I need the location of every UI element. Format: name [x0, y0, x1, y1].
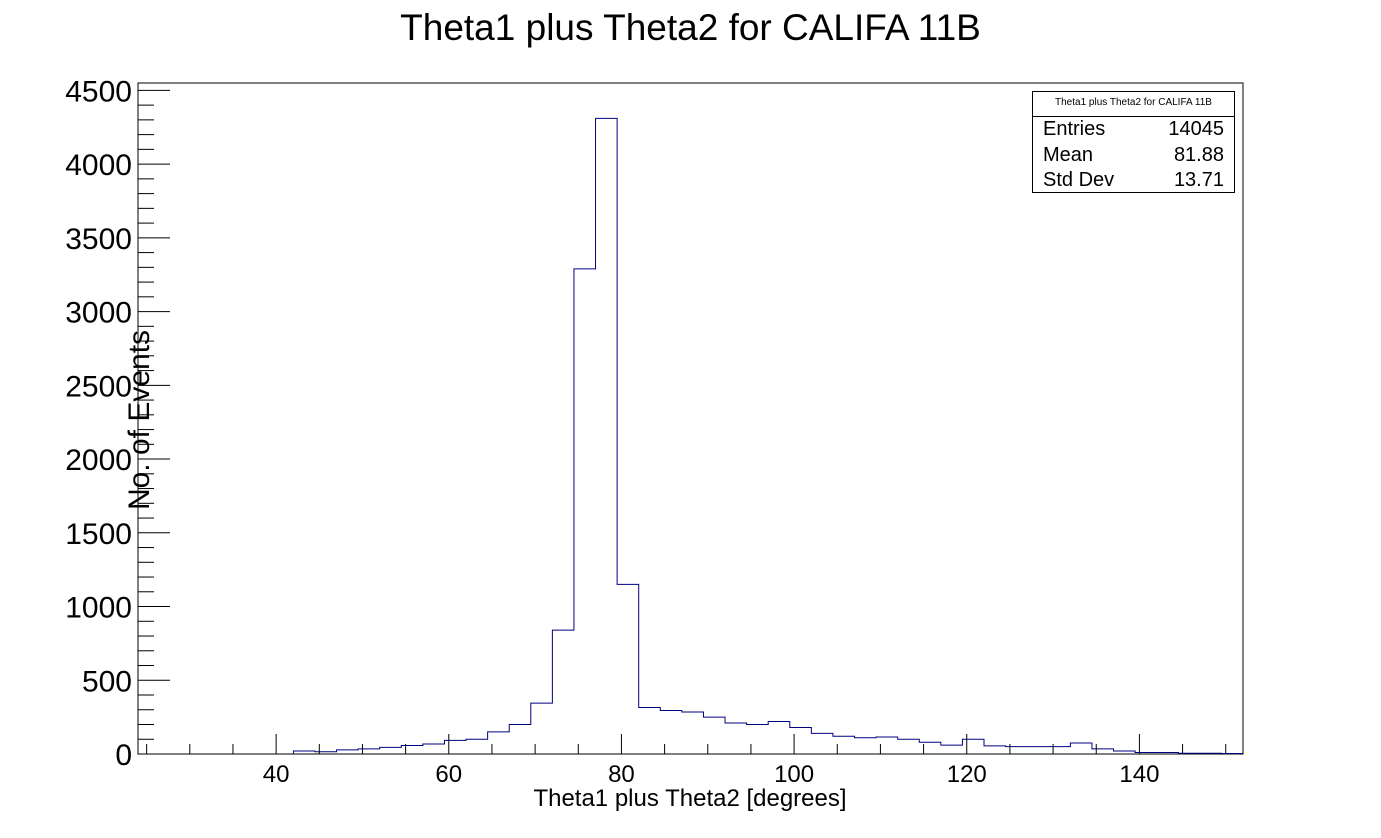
stats-row-std-dev: Std Dev 13.71 [1033, 168, 1234, 194]
histogram-bin [941, 745, 963, 754]
x-tick-label: 120 [947, 761, 987, 788]
y-tick-label: 0 [115, 739, 132, 772]
y-tick-label: 2500 [65, 370, 132, 403]
y-tick-label: 4000 [65, 149, 132, 182]
histogram-bin [444, 740, 466, 754]
x-tick-label: 80 [608, 761, 635, 788]
stats-box: Theta1 plus Theta2 for CALIFA 11B Entrie… [1032, 91, 1235, 193]
histogram-bin [337, 750, 359, 754]
y-tick-label: 4500 [65, 75, 132, 108]
histogram-bin [984, 746, 1006, 754]
histogram-bin [639, 708, 661, 754]
histogram-bin [1092, 749, 1114, 754]
stats-value: 14045 [1168, 118, 1224, 140]
histogram-bin [682, 712, 704, 754]
stats-value: 81.88 [1173, 143, 1224, 166]
y-axis-label: No. of Events [123, 329, 156, 511]
histogram-bin [876, 737, 898, 754]
histogram-bin [898, 739, 920, 754]
histogram-bin [380, 747, 402, 754]
stats-label: Mean [1043, 143, 1094, 166]
x-tick-label: 40 [263, 761, 290, 788]
histogram-series [292, 117, 1243, 755]
stats-label: Std Dev [1043, 169, 1115, 191]
y-tick-label: 1500 [65, 518, 132, 551]
x-tick-label: 60 [435, 761, 462, 788]
stats-label: Entries [1043, 118, 1106, 140]
histogram-bin [660, 710, 682, 754]
x-axis-label: Theta1 plus Theta2 [degrees] [533, 785, 847, 812]
histogram-bin [488, 732, 510, 754]
y-tick-label: 2000 [65, 444, 132, 477]
histogram-bin [574, 269, 596, 754]
x-tick-label: 100 [774, 761, 814, 788]
histogram-bin [1049, 747, 1071, 754]
histogram-bin [747, 725, 769, 754]
y-tick-label: 3000 [65, 297, 132, 330]
histogram-bin [358, 749, 380, 754]
histogram-bin [962, 739, 984, 754]
histogram-bin [725, 723, 747, 754]
histogram-bin [466, 739, 488, 754]
histogram-bin [1027, 747, 1049, 754]
x-tick-label: 140 [1119, 761, 1159, 788]
histogram-bin [531, 703, 553, 754]
histogram-bin [811, 733, 833, 754]
histogram-bin [855, 738, 877, 754]
stats-row-mean: Mean 81.88 [1033, 143, 1234, 169]
histogram-bin [596, 118, 618, 754]
histogram-bin [790, 727, 812, 754]
stats-value: 13.71 [1173, 169, 1224, 191]
histogram-bin [833, 736, 855, 754]
stats-title: Theta1 plus Theta2 for CALIFA 11B [1033, 92, 1234, 117]
chart-title: Theta1 plus Theta2 for CALIFA 11B [400, 7, 981, 48]
y-tick-label: 3500 [65, 223, 132, 256]
histogram-bin [401, 745, 423, 754]
histogram-bin [552, 630, 574, 754]
histogram-bin [703, 717, 725, 754]
histogram-bin [1006, 747, 1028, 754]
histogram-bin [1070, 743, 1092, 754]
histogram-bin [617, 584, 639, 754]
histogram-bin [768, 722, 790, 754]
histogram-bin [423, 744, 445, 754]
y-tick-label: 1000 [65, 592, 132, 625]
y-tick-label: 500 [82, 665, 132, 698]
histogram-bin [919, 742, 941, 754]
histogram-bin [509, 725, 531, 754]
plot-frame [137, 82, 1244, 755]
stats-row-entries: Entries 14045 [1033, 117, 1234, 143]
